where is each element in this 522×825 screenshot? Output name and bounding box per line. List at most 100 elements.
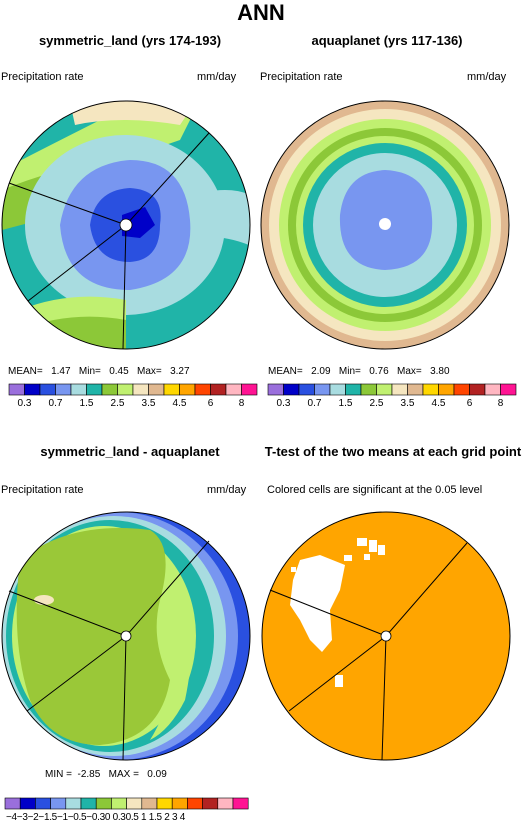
colorbar-swatch xyxy=(86,383,103,396)
colorbar-swatch xyxy=(453,383,470,396)
colorbar-swatch xyxy=(391,383,408,396)
panel3-units-label: mm/day xyxy=(207,484,247,496)
panel2-stats: MEAN= 2.09 Min= 0.76 Max= 3.80 xyxy=(268,366,450,377)
panel3-min-label: MIN = xyxy=(45,769,72,780)
panel2-colorbar xyxy=(267,383,517,396)
colorbar-tick-label: 4.5 xyxy=(172,398,187,409)
colorbar-tick-label: 0.7 xyxy=(48,398,63,409)
figure-title: ANN xyxy=(237,0,285,25)
panel2-min-value: 0.76 xyxy=(369,366,389,377)
colorbar-tick-label: 3.5 xyxy=(400,398,415,409)
colorbar-swatch xyxy=(217,797,234,810)
panel1-title: symmetric_land (yrs 174-193) xyxy=(38,33,222,48)
panel4-note: Colored cells are significant at the 0.0… xyxy=(267,484,483,496)
panel1-min-label: Min= xyxy=(78,366,101,377)
colorbar-swatch xyxy=(232,797,249,810)
panel3-min-value: -2.85 xyxy=(77,769,101,780)
colorbar-tick-label: 1.5 xyxy=(338,398,353,409)
colorbar-swatch xyxy=(95,797,112,810)
colorbar-swatch xyxy=(179,383,196,396)
colorbar-swatch xyxy=(314,383,331,396)
panel1-units-label: mm/day xyxy=(197,71,237,83)
colorbar-swatch xyxy=(141,797,158,810)
panel3-stats: MIN = -2.85 MAX = 0.09 xyxy=(45,769,167,780)
panel1-variable-label: Precipitation rate xyxy=(1,71,84,83)
colorbar-swatch xyxy=(70,383,87,396)
colorbar-tick-label: 6 xyxy=(466,398,473,409)
colorbar-swatch xyxy=(500,383,517,396)
panel2-units-label: mm/day xyxy=(467,71,507,83)
colorbar-swatch xyxy=(225,383,242,396)
panel2-max-label: Max= xyxy=(397,366,422,377)
panel3-colorbar-ticks: −4−3−2−1.5−1−0.5−0.30 0.30.5 1 1.5 2 3 4 xyxy=(6,812,186,823)
colorbar-tick-label: 0.3 xyxy=(276,398,291,409)
colorbar-swatch xyxy=(8,383,25,396)
panel2-max-value: 3.80 xyxy=(430,366,450,377)
colorbar-tick-label: 0.3 xyxy=(17,398,32,409)
colorbar-swatch xyxy=(50,797,67,810)
colorbar-swatch xyxy=(24,383,41,396)
colorbar-swatch xyxy=(19,797,36,810)
panel2-min-label: Min= xyxy=(338,366,361,377)
panel3-max-label: MAX = xyxy=(108,769,139,780)
colorbar-tick-label: 8 xyxy=(238,398,245,409)
panel1-min-value: 0.45 xyxy=(109,366,129,377)
colorbar-swatch xyxy=(156,797,173,810)
colorbar-swatch xyxy=(345,383,362,396)
colorbar-swatch xyxy=(241,383,258,396)
colorbar-swatch xyxy=(438,383,455,396)
colorbar-swatch xyxy=(65,797,82,810)
panel1-max-value: 3.27 xyxy=(170,366,190,377)
colorbar-swatch xyxy=(267,383,284,396)
colorbar-tick-label: 3.5 xyxy=(141,398,156,409)
panel2-mean-label: MEAN= xyxy=(268,366,303,377)
colorbar-swatch xyxy=(422,383,439,396)
colorbar-swatch xyxy=(148,383,165,396)
colorbar-swatch xyxy=(376,383,393,396)
colorbar-swatch xyxy=(210,383,227,396)
colorbar-swatch xyxy=(126,797,143,810)
colorbar-swatch xyxy=(35,797,51,810)
colorbar-swatch xyxy=(283,383,300,396)
panel1-max-label: Max= xyxy=(137,366,162,377)
panel2-title: aquaplanet (yrs 117-136) xyxy=(311,33,463,48)
colorbar-swatch xyxy=(101,383,118,396)
colorbar-swatch xyxy=(194,383,211,396)
colorbar-swatch xyxy=(469,383,486,396)
colorbar-tick-label: 4.5 xyxy=(431,398,446,409)
colorbar-swatch xyxy=(298,383,315,396)
colorbar-swatch xyxy=(55,383,72,396)
colorbar-swatch xyxy=(360,383,377,396)
colorbar-swatch xyxy=(39,383,56,396)
colorbar-tick-label: 2.5 xyxy=(369,398,384,409)
colorbar-tick-label: 1.5 xyxy=(79,398,94,409)
colorbar-swatch xyxy=(117,383,134,396)
panel3-colorbar xyxy=(4,797,249,810)
panel3-title: symmetric_land - aquaplanet xyxy=(40,444,220,459)
colorbar-swatch xyxy=(132,383,149,396)
colorbar-swatch xyxy=(111,797,127,810)
colorbar-swatch xyxy=(329,383,346,396)
colorbar-swatch xyxy=(4,797,21,810)
panel4-title: T-test of the two means at each grid poi… xyxy=(264,444,522,459)
colorbar-swatch xyxy=(187,797,203,810)
panel3-variable-label: Precipitation rate xyxy=(1,484,84,496)
panel2-variable-label: Precipitation rate xyxy=(260,71,343,83)
colorbar-swatch xyxy=(171,797,188,810)
colorbar-swatch xyxy=(484,383,501,396)
colorbar-swatch xyxy=(80,797,97,810)
panel1-mean-value: 1.47 xyxy=(51,366,71,377)
colorbar-tick-label: 0.7 xyxy=(307,398,322,409)
panel3-max-value: 0.09 xyxy=(147,769,167,780)
colorbar-tick-label: 8 xyxy=(497,398,504,409)
colorbar-swatch xyxy=(163,383,180,396)
panel1-stats: MEAN= 1.47 Min= 0.45 Max= 3.27 xyxy=(8,366,190,377)
colorbar-swatch xyxy=(407,383,424,396)
colorbar-tick-label: 2.5 xyxy=(110,398,125,409)
colorbar-tick-label: 6 xyxy=(207,398,214,409)
panel2-mean-value: 2.09 xyxy=(311,366,331,377)
